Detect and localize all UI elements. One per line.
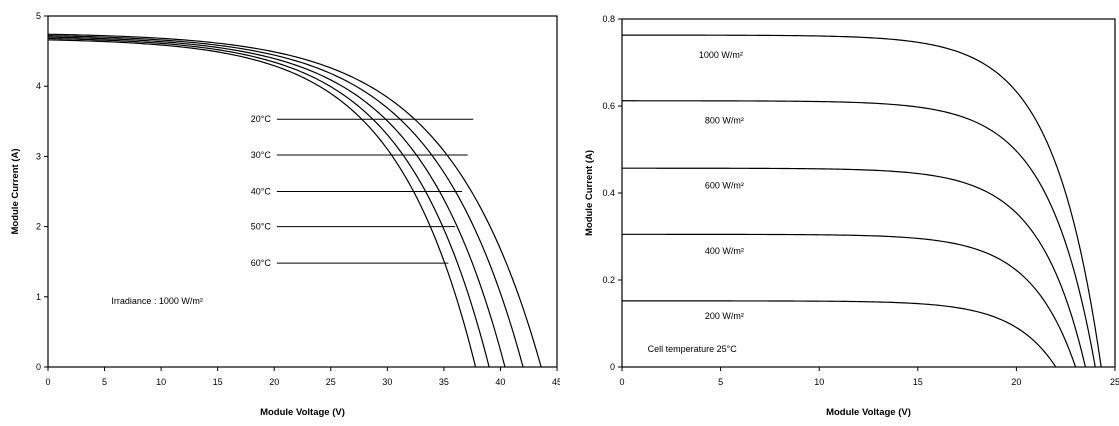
series-label: 400 W/m² (705, 246, 744, 256)
x-axis-title: Module Voltage (V) (260, 407, 345, 418)
x-tick-label: 10 (156, 377, 166, 387)
x-tick-label: 30 (382, 377, 392, 387)
series-label: 200 W/m² (705, 311, 744, 321)
y-tick-label: 0.4 (602, 188, 615, 198)
annotation-cell-temperature: Cell temperature 25°C (648, 344, 738, 354)
x-tick-label: 5 (102, 377, 107, 387)
iv-chart-irradiance: 0 5 10 15 20 25 0 0.2 0.4 0.6 0.8 Module Voltage (V… (559, 0, 1119, 426)
iv-curve-series (621, 167, 1087, 368)
y-tick-label: 0.6 (602, 101, 615, 111)
series-label: 1000 W/m² (699, 50, 743, 60)
y-axis-title: Module Current (A) (584, 150, 595, 236)
x-tick-label: 15 (213, 377, 223, 387)
x-tick-label: 0 (619, 377, 624, 387)
y-tick-label: 1 (36, 292, 41, 302)
series-label: 60°C (251, 258, 272, 268)
iv-curve-series (622, 100, 1096, 368)
x-tick-label: 10 (814, 377, 824, 387)
x-tick-label: 5 (718, 377, 723, 387)
series-label: 40°C (251, 187, 272, 197)
series-label: 30°C (251, 150, 272, 160)
series-label: 800 W/m² (705, 115, 744, 125)
iv-curve-series (622, 300, 1057, 368)
annotation-irradiance: Irradiance : 1000 W/m² (111, 296, 203, 306)
plot-frame (621, 18, 1116, 368)
y-tick-label: 2 (36, 222, 41, 232)
series-label: 50°C (251, 222, 272, 232)
y-tick-label: 0 (610, 362, 615, 372)
y-tick-label: 0.2 (602, 275, 615, 285)
iv-chart-temperature: 0 5 10 15 20 25 30 35 40 45 0 1 2 3 4 5 Module Voltage (… (10, 11, 560, 418)
y-tick-label: 4 (36, 81, 41, 91)
x-tick-label: 25 (1110, 377, 1119, 387)
iv-curve-series (622, 233, 1077, 368)
iv-curve-series (622, 34, 1102, 368)
iv-curve-series (47, 39, 477, 368)
iv-curve-series (47, 36, 506, 368)
iv-curve-series (47, 37, 490, 368)
iv-curve-series (47, 33, 542, 368)
x-axis-title: Module Voltage (V) (826, 407, 911, 418)
y-tick-label: 0.8 (602, 14, 615, 24)
x-tick-label: 15 (913, 377, 923, 387)
x-tick-label: 35 (439, 377, 449, 387)
y-tick-label: 0 (36, 362, 41, 372)
iv-chart-irradiance-svg: 0 5 10 15 20 25 0 0.2 0.4 0.6 0.8 Module Voltage (V… (584, 14, 1119, 418)
y-tick-label: 5 (36, 11, 41, 21)
series-label: 600 W/m² (705, 181, 744, 191)
plot-frame (47, 15, 558, 368)
y-tick-label: 3 (36, 151, 41, 161)
x-tick-label: 45 (552, 377, 560, 387)
x-tick-label: 25 (326, 377, 336, 387)
x-tick-label: 20 (1011, 377, 1021, 387)
y-axis-title: Module Current (A) (10, 148, 21, 234)
x-tick-label: 20 (269, 377, 279, 387)
x-tick-label: 0 (45, 377, 50, 387)
iv-curve-series (47, 35, 524, 368)
series-label: 20°C (251, 114, 272, 124)
x-tick-label: 40 (495, 377, 505, 387)
